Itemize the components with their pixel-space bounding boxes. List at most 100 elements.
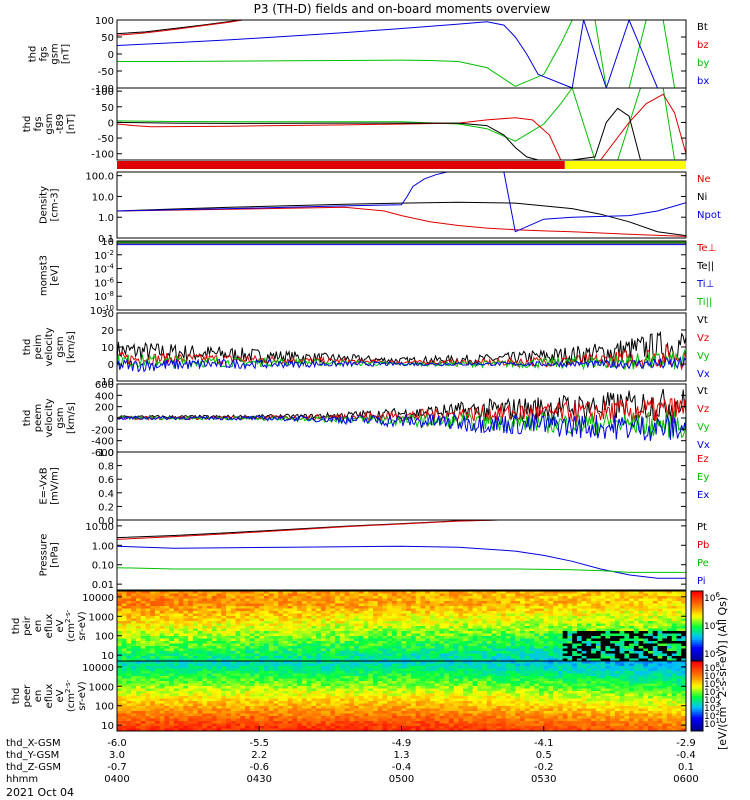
heatmap-cell bbox=[226, 693, 232, 697]
heatmap-cell bbox=[192, 596, 199, 600]
heatmap-cell bbox=[197, 598, 203, 602]
heatmap-cell bbox=[605, 606, 611, 610]
heatmap-cell bbox=[662, 636, 668, 640]
heatmap-cell bbox=[188, 661, 194, 665]
heatmap-cell bbox=[557, 653, 564, 657]
heatmap-cell bbox=[211, 666, 218, 670]
heatmap-cell bbox=[245, 598, 251, 602]
heatmap-cell bbox=[463, 626, 469, 630]
heatmap-cell bbox=[425, 598, 431, 602]
heatmap-cell bbox=[662, 593, 668, 597]
heatmap-cell bbox=[197, 728, 203, 731]
heatmap-cell bbox=[576, 608, 583, 612]
heatmap-cell bbox=[477, 631, 483, 635]
heatmap-cell bbox=[595, 616, 602, 620]
heatmap-cell bbox=[197, 628, 203, 632]
heatmap-cell bbox=[135, 663, 142, 667]
heatmap-cell bbox=[335, 593, 341, 597]
heatmap-cell bbox=[316, 661, 322, 665]
heatmap-cell bbox=[164, 683, 170, 687]
heatmap-cell bbox=[605, 626, 611, 630]
heatmap-cell bbox=[410, 603, 417, 607]
heatmap-cell bbox=[671, 641, 678, 645]
heatmap-cell bbox=[183, 723, 189, 727]
heatmap-cell bbox=[188, 653, 194, 657]
heatmap-cell bbox=[197, 671, 203, 675]
heatmap-cell bbox=[429, 646, 436, 650]
heatmap-cell bbox=[425, 596, 431, 600]
heatmap-cell bbox=[676, 656, 682, 660]
heatmap-cell bbox=[297, 673, 303, 677]
heatmap-cell bbox=[297, 656, 303, 660]
heatmap-cell bbox=[306, 661, 313, 665]
heatmap-cell bbox=[297, 623, 303, 627]
heatmap-cell bbox=[211, 593, 218, 597]
heatmap-cell bbox=[325, 621, 331, 625]
heatmap-cell bbox=[131, 728, 137, 731]
heatmap-cell bbox=[358, 626, 365, 630]
heatmap-cell bbox=[216, 716, 222, 720]
heatmap-cell bbox=[207, 628, 213, 632]
heatmap-cell bbox=[249, 728, 256, 731]
heatmap-cell bbox=[339, 726, 346, 730]
heatmap-cell bbox=[610, 601, 616, 605]
heatmap-cell bbox=[173, 591, 180, 595]
heatmap-cell bbox=[297, 713, 303, 717]
heatmap-cell bbox=[363, 591, 369, 595]
heatmap-cell bbox=[610, 611, 616, 615]
heatmap-cell bbox=[373, 591, 379, 595]
heatmap-cell bbox=[605, 648, 611, 652]
heatmap-cell bbox=[638, 596, 644, 600]
colorbar-step bbox=[691, 614, 703, 618]
heatmap-cell bbox=[259, 706, 265, 710]
heatmap-cell bbox=[292, 648, 298, 652]
heatmap-cell bbox=[671, 633, 678, 637]
heatmap-cell bbox=[140, 648, 147, 652]
heatmap-cell bbox=[349, 638, 355, 642]
heatmap-cell bbox=[263, 603, 270, 607]
heatmap-cell bbox=[202, 698, 208, 702]
heatmap-cell bbox=[515, 628, 521, 632]
heatmap-cell bbox=[614, 591, 621, 595]
heatmap-cell bbox=[159, 601, 166, 605]
heatmap-cell bbox=[117, 721, 123, 725]
heatmap-cell bbox=[429, 603, 436, 607]
series-Ni bbox=[117, 201, 686, 237]
heatmap-cell bbox=[169, 648, 175, 652]
heatmap-cell bbox=[358, 636, 365, 640]
heatmap-cell bbox=[207, 713, 213, 717]
heatmap-cell bbox=[306, 723, 313, 727]
heatmap-cell bbox=[263, 673, 270, 677]
heatmap-cell bbox=[387, 638, 393, 642]
heatmap-cell bbox=[325, 713, 331, 717]
heatmap-cell bbox=[610, 656, 616, 660]
heatmap-cell bbox=[131, 711, 137, 715]
heatmap-cell bbox=[226, 613, 232, 617]
heatmap-cell bbox=[354, 638, 360, 642]
heatmap-cell bbox=[192, 636, 199, 640]
heatmap-cell bbox=[311, 693, 317, 697]
heatmap-cell bbox=[292, 726, 298, 730]
heatmap-cell bbox=[235, 708, 241, 712]
heatmap-cell bbox=[192, 606, 199, 610]
heatmap-cell bbox=[557, 631, 564, 635]
heatmap-cell bbox=[520, 618, 526, 622]
heatmap-cell bbox=[368, 606, 374, 610]
heatmap-cell bbox=[610, 603, 616, 607]
heatmap-cell bbox=[539, 656, 545, 660]
heatmap-cell bbox=[159, 638, 166, 642]
heatmap-cell bbox=[311, 711, 317, 715]
heatmap-cell bbox=[392, 651, 398, 655]
heatmap-cell bbox=[676, 648, 682, 652]
heatmap-cell bbox=[282, 611, 289, 615]
heatmap-cell bbox=[131, 696, 137, 700]
heatmap-cell bbox=[496, 623, 502, 627]
heatmap-cell bbox=[335, 666, 341, 670]
heatmap-cell bbox=[676, 641, 682, 645]
heatmap-cell bbox=[463, 593, 469, 597]
heatmap-cell bbox=[562, 596, 569, 600]
heatmap-cell bbox=[140, 656, 147, 660]
heatmap-cell bbox=[339, 678, 346, 682]
heatmap-cell bbox=[192, 676, 199, 680]
heatmap-cell bbox=[235, 706, 241, 710]
